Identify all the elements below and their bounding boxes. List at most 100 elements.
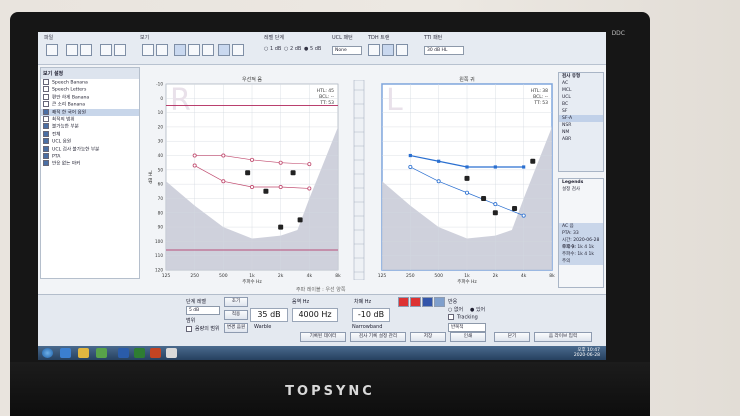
- view-setting-label: 편안 하게 Banana: [52, 95, 90, 101]
- view-setting-item[interactable]: 반응 없는 마커: [41, 160, 139, 167]
- x-tick-label: 250: [190, 273, 199, 279]
- view-dual-icon[interactable]: [156, 44, 168, 56]
- step-option-2[interactable]: ○ 2 dB: [284, 46, 302, 52]
- right-ear-audiogram[interactable]: 125 250 500 1k 2k 4k 8k -10 0 10 20 30 40 50 60 70 80 90 1…: [140, 72, 344, 288]
- legends-title[interactable]: Legends: [562, 180, 584, 185]
- x-axis-label: 주파수 Hz: [242, 278, 262, 285]
- clock: 오후 10:47 2020-06-28: [573, 348, 600, 358]
- save-icon[interactable]: [114, 44, 126, 56]
- tin-slider[interactable]: 30 dB HL: [424, 46, 464, 55]
- view-setting-label: Speech Letters: [52, 87, 87, 93]
- print-icon[interactable]: [100, 44, 112, 56]
- test-type-item[interactable]: NM: [562, 130, 570, 135]
- test-type-item[interactable]: SF-A: [559, 115, 603, 122]
- test-type-item[interactable]: UCL: [562, 95, 571, 100]
- range-checkbox[interactable]: 음량의 범위: [186, 325, 220, 332]
- browser-icon[interactable]: [60, 348, 71, 358]
- excel-icon[interactable]: [134, 348, 145, 358]
- action-bar: 기록된 데이터 검사 기록 설정 관리 저장 인쇄 닫기 음 라이브 입력: [38, 332, 606, 342]
- checkbox[interactable]: [43, 160, 49, 167]
- y-tick-label: 60: [158, 182, 164, 187]
- clock-icon: [245, 170, 251, 176]
- tracking-checkbox[interactable]: Tracking: [448, 314, 478, 321]
- view-single-icon[interactable]: [142, 44, 154, 56]
- view-setting-item[interactable]: UCL 음원: [41, 138, 139, 145]
- left-ear-audiogram[interactable]: 125 250 500 1k 2k 4k 8k 주파수 Hz 왼쪽 귀 L HTL: 38BCL: …: [374, 72, 558, 288]
- menu-label[interactable]: 파일: [44, 35, 54, 41]
- view-list-icon[interactable]: [218, 44, 230, 56]
- test-type-item[interactable]: BC: [562, 102, 569, 107]
- step-option-1[interactable]: ○ 1 dB: [264, 46, 282, 52]
- info-text: BCL: --: [533, 94, 548, 100]
- live-input-button[interactable]: 음 라이브 입력: [534, 332, 592, 342]
- headphone-icon[interactable]: [382, 44, 394, 56]
- print-button[interactable]: 인쇄: [450, 332, 486, 342]
- view-setting-item[interactable]: 편안 하게 Banana: [41, 93, 139, 101]
- response-yes[interactable]: ● 있어: [470, 307, 486, 313]
- screen: 파일 보기 레벨 단계 ○ 1 dB ○ 2 dB ● 5 dB UCL 패턴 …: [38, 32, 606, 360]
- view-setting-item[interactable]: 최적의 범위: [41, 115, 139, 123]
- level-display[interactable]: 35 dB: [250, 308, 288, 322]
- stimulus-type[interactable]: Warble: [254, 324, 272, 330]
- change-source-button[interactable]: 변경 음원: [224, 323, 248, 333]
- record-settings-button[interactable]: 검사 기록 설정 관리: [350, 332, 406, 342]
- masking-type[interactable]: Narrowband: [352, 324, 383, 330]
- test-type-item[interactable]: MCL: [562, 88, 572, 93]
- record-light-button[interactable]: [434, 297, 445, 307]
- close-button[interactable]: 닫기: [494, 332, 530, 342]
- masking-display[interactable]: -10 dB: [352, 308, 390, 322]
- test-type-item[interactable]: ABR: [562, 137, 572, 142]
- checkbox[interactable]: [43, 138, 49, 145]
- checkbox[interactable]: [43, 108, 49, 115]
- word-icon[interactable]: [118, 348, 129, 358]
- view-setting-label: 큰 소리 Banana: [52, 102, 86, 108]
- reset-button[interactable]: 초기: [224, 297, 248, 307]
- record-red-button[interactable]: [398, 297, 409, 307]
- view-combined-icon[interactable]: [202, 44, 214, 56]
- view-setting-item[interactable]: PTA: [41, 152, 139, 160]
- view-setting-item[interactable]: 불가능한 부분: [41, 123, 139, 130]
- app-icon[interactable]: [166, 348, 177, 358]
- response-mode-select[interactable]: 반복적: [448, 323, 486, 332]
- view-setting-item[interactable]: UCL 검사 불가능한 부분: [41, 145, 139, 153]
- checkbox[interactable]: [43, 93, 49, 100]
- test-type-item[interactable]: AC: [562, 81, 569, 86]
- checkbox[interactable]: [43, 123, 49, 130]
- undo-icon[interactable]: [66, 44, 78, 56]
- folder-icon[interactable]: [78, 348, 89, 358]
- test-type-item[interactable]: SF: [562, 109, 568, 114]
- start-icon[interactable]: [42, 348, 53, 358]
- checkbox[interactable]: [43, 152, 49, 159]
- checkbox[interactable]: [43, 115, 49, 122]
- view-setting-item[interactable]: 쾌적 한 국어 음원: [41, 108, 139, 116]
- powerpoint-icon[interactable]: [150, 348, 161, 358]
- record-red-button-2[interactable]: [410, 297, 421, 307]
- view-setting-item[interactable]: 큰 소리 Banana: [41, 101, 139, 108]
- redo-icon[interactable]: [80, 44, 92, 56]
- media-icon[interactable]: [96, 348, 107, 358]
- checkbox[interactable]: [43, 130, 49, 137]
- ucl-select[interactable]: None: [332, 46, 362, 55]
- view-table-icon[interactable]: [188, 44, 200, 56]
- view-setting-item[interactable]: Speech Banana: [41, 79, 139, 86]
- step-level-select[interactable]: 5 dB: [186, 306, 220, 315]
- checkbox[interactable]: [43, 145, 49, 152]
- view-graph-icon[interactable]: [174, 44, 186, 56]
- insert-phone-icon[interactable]: [396, 44, 408, 56]
- view-setting-item[interactable]: Speech Letters: [41, 86, 139, 93]
- record-blue-button[interactable]: [422, 297, 433, 307]
- test-type-item[interactable]: NSR: [562, 123, 572, 128]
- checkbox[interactable]: [43, 86, 49, 93]
- checkbox[interactable]: [43, 79, 49, 85]
- response-none[interactable]: ○ 없어: [448, 307, 464, 313]
- apply-button[interactable]: 적용: [224, 310, 248, 320]
- view-grid-icon[interactable]: [232, 44, 244, 56]
- speaker-icon[interactable]: [368, 44, 380, 56]
- frequency-display[interactable]: 4000 Hz: [292, 308, 338, 322]
- view-setting-item[interactable]: 전체: [41, 130, 139, 138]
- save-button[interactable]: 저장: [410, 332, 446, 342]
- checkbox[interactable]: [43, 101, 49, 108]
- saved-data-button[interactable]: 기록된 데이터: [300, 332, 346, 342]
- settings-icon[interactable]: [46, 44, 58, 56]
- step-option-5[interactable]: ● 5 dB: [304, 46, 322, 52]
